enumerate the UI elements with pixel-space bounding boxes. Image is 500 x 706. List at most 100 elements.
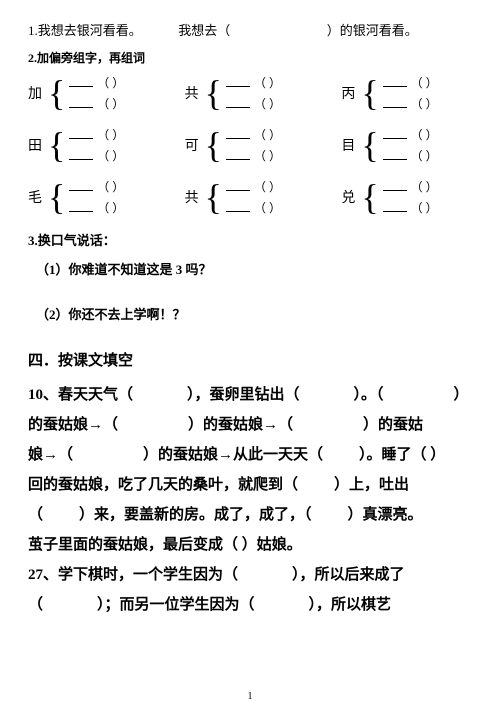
char-blank[interactable] [383, 179, 407, 191]
char-blank[interactable] [226, 75, 250, 87]
char-blank[interactable] [383, 75, 407, 87]
pair-row: 田 { （ ） （ ） 可 { （ ） （ ） 目 { （ [28, 126, 472, 164]
line1-mid: 我想去（ [178, 23, 230, 38]
t: ）真漂亮。 [348, 507, 423, 523]
brace-icon: { [48, 179, 65, 215]
heading-4: 四．按课文填空 [28, 349, 472, 370]
t: ） [454, 387, 469, 403]
base-char: 田 [28, 135, 42, 155]
pair-cell: 共 { （ ） （ ） [185, 178, 316, 216]
word-blank[interactable]: （ ） [254, 74, 281, 91]
t: ），所以后来成了 [292, 567, 405, 583]
base-char: 加 [28, 83, 42, 103]
pair-blanks: （ ） （ ） [69, 126, 124, 164]
char-blank[interactable] [383, 148, 407, 160]
char-blank[interactable] [226, 200, 250, 212]
brace-icon: { [361, 127, 378, 163]
word-blank[interactable]: （ ） [97, 74, 124, 91]
word-blank[interactable]: （ ） [411, 126, 438, 143]
question-1: （1）你难道不知道这是 3 吗？ [36, 259, 472, 278]
t: 娘→（ [28, 447, 73, 463]
word-blank[interactable]: （ ） [411, 95, 438, 112]
base-char: 毛 [28, 187, 42, 207]
word-blank[interactable]: （ ） [97, 199, 124, 216]
pair-cell: 共 { （ ） （ ） [185, 74, 316, 112]
line1-left: 1.我想去银河看看。 [28, 23, 142, 38]
char-blank[interactable] [69, 200, 93, 212]
char-blank[interactable] [383, 200, 407, 212]
fill-passage: 10、春天天气（），蚕卵里钻出（）。（） 的蚕姑娘→（）的蚕姑娘→（）的蚕姑 娘… [28, 380, 472, 620]
brace-icon: { [205, 127, 222, 163]
brace-icon: { [361, 179, 378, 215]
pair-blanks: （ ） （ ） [226, 74, 281, 112]
t: ）的蚕姑 [363, 417, 423, 433]
char-blank[interactable] [69, 96, 93, 108]
pair-cell: 加 { （ ） （ ） [28, 74, 159, 112]
brace-icon: { [205, 75, 222, 111]
page-number: 1 [0, 691, 500, 702]
word-blank[interactable]: （ ） [254, 199, 281, 216]
t: 回的蚕姑娘，吃了几天的桑叶，就爬到（ [28, 477, 298, 493]
word-blank[interactable]: （ ） [97, 178, 124, 195]
t: ）来，要盖新的房。成了，成了，（ [79, 507, 312, 523]
t: ）。（ [354, 387, 384, 403]
pair-blanks: （ ） （ ） [226, 126, 281, 164]
base-char: 共 [185, 187, 199, 207]
word-blank[interactable]: （ ） [411, 74, 438, 91]
t: ），蚕卵里钻出（ [187, 387, 300, 403]
heading-3: 3.换口气说话： [28, 230, 472, 249]
char-blank[interactable] [69, 179, 93, 191]
char-blank[interactable] [69, 148, 93, 160]
pair-blanks: （ ） （ ） [69, 74, 124, 112]
brace-icon: { [48, 75, 65, 111]
word-blank[interactable]: （ ） [254, 126, 281, 143]
base-char: 丙 [341, 83, 355, 103]
pair-blanks: （ ） （ ） [383, 178, 438, 216]
base-char: 可 [185, 135, 199, 155]
char-blank[interactable] [226, 96, 250, 108]
sentence-rewrite: 1.我想去银河看看。 我想去（ ）的银河看看。 [28, 20, 472, 39]
word-blank[interactable]: （ ） [411, 178, 438, 195]
word-blank[interactable]: （ ） [97, 126, 124, 143]
char-blank[interactable] [226, 179, 250, 191]
brace-icon: { [361, 75, 378, 111]
pair-row: 加 { （ ） （ ） 共 { （ ） （ ） 丙 { （ [28, 74, 472, 112]
pair-cell: 丙 { （ ） （ ） [341, 74, 472, 112]
word-blank[interactable]: （ ） [254, 95, 281, 112]
pair-cell: 可 { （ ） （ ） [185, 126, 316, 164]
pair-blanks: （ ） （ ） [226, 178, 281, 216]
pair-blanks: （ ） （ ） [69, 178, 124, 216]
t: 茧子里面的蚕姑娘，最后变成（ ）姑娘。 [28, 537, 302, 553]
word-blank[interactable]: （ ） [411, 147, 438, 164]
word-blank[interactable]: （ ） [97, 147, 124, 164]
brace-icon: { [205, 179, 222, 215]
t: （ [28, 507, 43, 523]
t: ）；而另一位学生因为（ [97, 597, 255, 613]
char-blank[interactable] [383, 127, 407, 139]
char-blank[interactable] [226, 127, 250, 139]
pair-blanks: （ ） （ ） [383, 74, 438, 112]
t: ），所以棋艺 [309, 597, 392, 613]
t: ）。睡了（ ） [359, 447, 445, 463]
word-blank[interactable]: （ ） [411, 199, 438, 216]
radical-pair-grid: 加 { （ ） （ ） 共 { （ ） （ ） 丙 { （ [28, 74, 472, 216]
base-char: 共 [185, 83, 199, 103]
t: 27、学下棋时，一个学生因为（ [28, 567, 238, 583]
brace-icon: { [48, 127, 65, 163]
t: ）的蚕姑娘→从此一天天（ [143, 447, 323, 463]
word-blank[interactable]: （ ） [254, 147, 281, 164]
t: 10、春天天气（ [28, 387, 133, 403]
char-blank[interactable] [226, 148, 250, 160]
pair-row: 毛 { （ ） （ ） 共 { （ ） （ ） 兑 { （ [28, 178, 472, 216]
char-blank[interactable] [69, 75, 93, 87]
t: ）上，吐出 [334, 477, 409, 493]
char-blank[interactable] [69, 127, 93, 139]
pair-cell: 毛 { （ ） （ ） [28, 178, 159, 216]
base-char: 目 [341, 135, 355, 155]
t: ）的蚕姑娘→（ [188, 417, 293, 433]
char-blank[interactable] [383, 96, 407, 108]
pair-cell: 田 { （ ） （ ） [28, 126, 159, 164]
word-blank[interactable]: （ ） [97, 95, 124, 112]
word-blank[interactable]: （ ） [254, 178, 281, 195]
t: （ [28, 597, 43, 613]
